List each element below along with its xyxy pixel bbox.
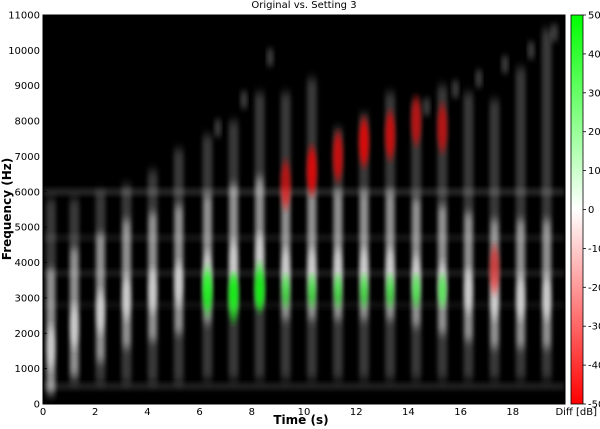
colorbar-tick-label: -10 [588, 244, 600, 255]
x-tick-label: 16 [454, 407, 467, 418]
frequency-band [43, 234, 565, 241]
x-axis-ticks: 0 2 4 6 8 10 12 14 16 18 [40, 400, 519, 418]
note-stripe [541, 29, 552, 380]
harmonic-partial [502, 54, 508, 75]
y-tick-label: 0 [34, 400, 40, 411]
frequency-bands [43, 188, 565, 390]
note-stripe [69, 198, 80, 383]
diff-highlight [360, 274, 369, 307]
note-stripe [306, 78, 317, 380]
diff-highlight [333, 274, 342, 307]
harmonic-partial [267, 47, 273, 68]
colorbar-tick-label: -20 [588, 283, 600, 294]
note-stripe [45, 198, 56, 394]
y-axis-label: Frequency (Hz) [0, 158, 14, 260]
note-stripe [173, 149, 184, 383]
harmonic-partial [528, 40, 534, 61]
note-stripe [121, 184, 132, 383]
harmonic-partial [552, 22, 558, 43]
diff-highlight [306, 146, 317, 195]
frequency-band [43, 301, 565, 308]
diff-highlight [437, 104, 448, 153]
diff-highlight [281, 274, 290, 307]
diff-highlight [412, 274, 421, 307]
x-tick-label: 0 [40, 407, 46, 418]
y-tick-label: 4000 [15, 258, 40, 269]
colorbar-tick-label: 0 [588, 205, 594, 216]
y-tick-label: 7000 [15, 152, 40, 163]
colorbar-tick-label: -40 [588, 361, 600, 372]
harmonic-partial [215, 118, 221, 139]
note-stripe [202, 135, 213, 380]
x-tick-label: 14 [402, 407, 415, 418]
harmonic-partial [424, 96, 430, 117]
colorbar-ticks: 50 40 30 20 10 0 -10 -20 -30 -40 -50 [583, 11, 600, 411]
diff-highlights [202, 97, 500, 322]
x-tick-label: 18 [506, 407, 519, 418]
y-tick-label: 2000 [15, 329, 40, 340]
harmonic-partial [476, 68, 482, 89]
y-axis-ticks: 0 1000 2000 3000 4000 5000 6000 7000 8000 9000 100… [8, 11, 47, 411]
diff-highlight [255, 274, 264, 307]
y-tick-label: 8000 [15, 117, 40, 128]
note-stripe [254, 92, 265, 380]
y-tick-label: 1000 [15, 364, 40, 375]
note-stripe [515, 68, 526, 380]
note-stripe [228, 121, 239, 380]
plot-area [43, 15, 565, 404]
diff-highlight [229, 274, 238, 307]
colorbar [570, 14, 584, 405]
diff-highlight [411, 97, 422, 146]
note-stripe [95, 191, 106, 383]
colorbar-tick-label: -50 [588, 400, 600, 411]
diff-highlight [332, 132, 343, 181]
y-tick-label: 3000 [15, 293, 40, 304]
x-axis-label: Time (s) [273, 413, 328, 427]
colorbar-tick-label: -30 [588, 322, 600, 333]
y-tick-label: 10000 [8, 46, 40, 57]
x-tick-label: 8 [249, 407, 255, 418]
harmonic-partials [215, 22, 558, 139]
note-stripes [45, 29, 552, 394]
diff-highlight [203, 274, 212, 307]
diff-highlight [280, 160, 291, 209]
frequency-band [43, 270, 565, 277]
y-tick-label: 6000 [15, 187, 40, 198]
y-tick-label: 5000 [15, 223, 40, 234]
colorbar-label: Diff [dB] [555, 407, 597, 418]
diff-highlight [359, 118, 370, 167]
x-tick-label: 12 [350, 407, 363, 418]
harmonic-partial [452, 79, 458, 100]
colorbar-tick-label: 50 [588, 11, 600, 22]
note-stripe [147, 170, 158, 383]
colorbar-tick-label: 30 [588, 88, 600, 99]
y-tick-label: 9000 [15, 81, 40, 92]
diff-highlight [438, 274, 447, 307]
colorbar-tick-label: 20 [588, 127, 600, 138]
diff-highlight [307, 274, 316, 307]
diff-highlight [489, 245, 500, 294]
y-tick-label: 11000 [8, 11, 40, 22]
colorbar-tick-label: 10 [588, 166, 600, 177]
note-stripe [280, 92, 291, 380]
harmonic-partial [241, 89, 247, 110]
frequency-band [43, 188, 565, 195]
x-tick-label: 6 [196, 407, 202, 418]
x-tick-label: 2 [92, 407, 98, 418]
diff-highlight [385, 111, 396, 160]
chart-title: Original vs. Setting 3 [251, 0, 356, 11]
frequency-band [43, 383, 565, 390]
colorbar-tick-label: 40 [588, 49, 600, 60]
x-tick-label: 4 [144, 407, 150, 418]
note-stripe [489, 99, 500, 380]
diff-highlight [386, 274, 395, 307]
note-stripe [463, 92, 474, 380]
x-tick-label: 10 [298, 407, 311, 418]
